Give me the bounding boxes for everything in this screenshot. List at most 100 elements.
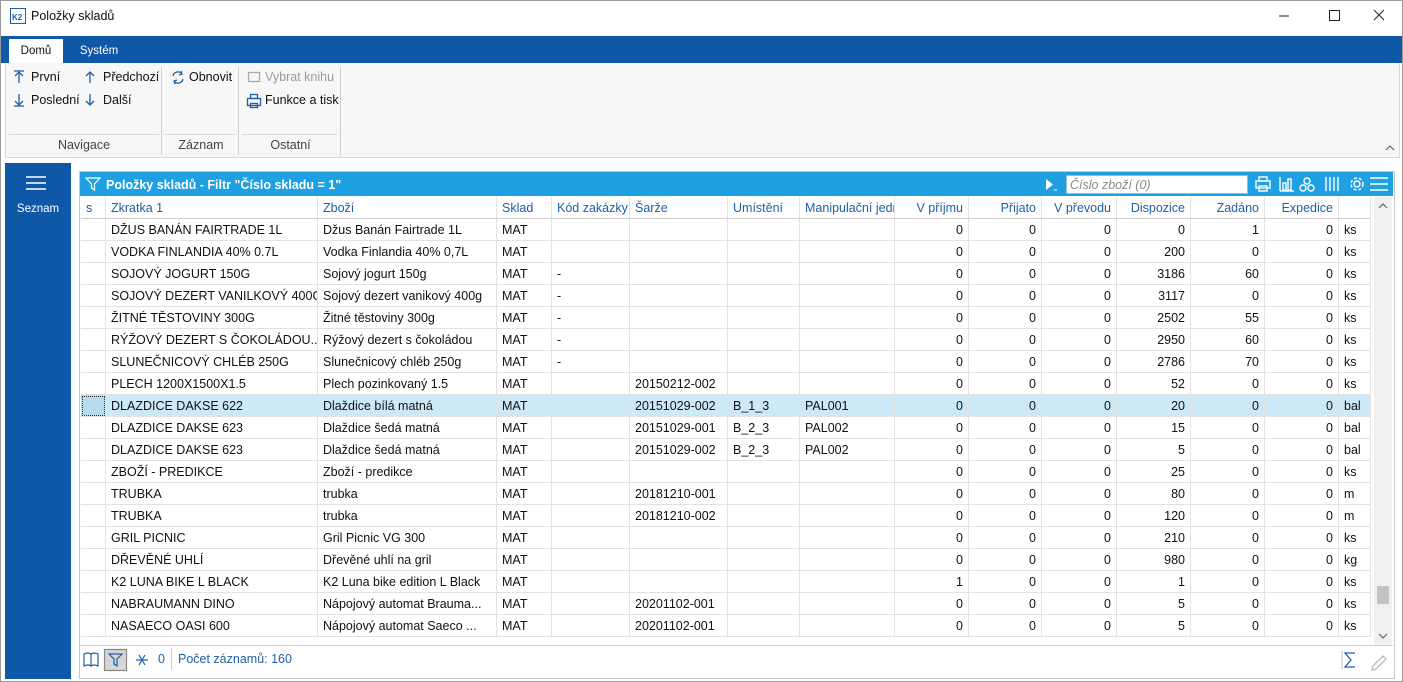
table-cell: ks [1339, 241, 1371, 263]
menu-icon[interactable] [25, 174, 47, 192]
app-icon: K2 [10, 8, 26, 24]
table-cell: 0 [969, 527, 1042, 549]
ribbon-button[interactable]: První [31, 70, 61, 84]
table-cell: B_1_3 [728, 395, 800, 417]
ribbon-button[interactable]: Funkce a tisk [265, 93, 339, 107]
table-cell: 0 [1265, 615, 1339, 637]
table-cell: 20201102-001 [630, 615, 728, 637]
table-cell [728, 527, 800, 549]
ribbon-collapse[interactable] [1384, 143, 1396, 153]
table-cell [728, 593, 800, 615]
table-cell: ks [1339, 329, 1371, 351]
table-cell: 0 [895, 263, 969, 285]
table-cell: 0 [1042, 219, 1117, 241]
table-cell: 0 [895, 351, 969, 373]
panel-toolbar[interactable] [1253, 174, 1393, 194]
table-cell: 0 [1191, 439, 1265, 461]
table-cell [800, 483, 895, 505]
table-cell: Zboží - predikce [318, 461, 497, 483]
table-cell: DŽUS BANÁN FAIRTRADE 1L [106, 219, 318, 241]
table-cell: 0 [895, 219, 969, 241]
table-cell: MAT [497, 549, 552, 571]
table-cell [552, 241, 630, 263]
table-cell [630, 241, 728, 263]
row-selector [81, 571, 106, 593]
window-controls[interactable] [1273, 6, 1393, 26]
sidebar-item[interactable]: Seznam [16, 203, 60, 215]
table-cell: MAT [497, 241, 552, 263]
table-cell: 5 [1117, 593, 1191, 615]
table-cell: TRUBKA [106, 483, 318, 505]
table-cell: DLAZDICE DAKSE 622 [106, 395, 318, 417]
footer-tools[interactable] [1341, 649, 1391, 671]
table-cell [728, 505, 800, 527]
group-label: Navigace [57, 138, 111, 152]
ribbon-icons [14, 70, 262, 109]
table-cell: 55 [1191, 307, 1265, 329]
table-cell: Sojový jogurt 150g [318, 263, 497, 285]
table-cell: K2 Luna bike edition L Black [318, 571, 497, 593]
column-header: Zkratka 1 [106, 197, 318, 219]
table-cell [552, 483, 630, 505]
table-cell: DLAZDICE DAKSE 623 [106, 417, 318, 439]
selected-row [81, 395, 1371, 417]
table-cell: MAT [497, 263, 552, 285]
table-cell: 0 [1265, 285, 1339, 307]
table-cell [728, 571, 800, 593]
table-cell [800, 461, 895, 483]
row-selector [81, 285, 106, 307]
table-cell [800, 241, 895, 263]
table-cell: m [1339, 483, 1371, 505]
table-cell: 20181210-002 [630, 505, 728, 527]
row-selector [81, 395, 106, 417]
table-cell [728, 219, 800, 241]
table-cell: ZBOŽÍ - PREDIKCE [106, 461, 318, 483]
ribbon-button[interactable]: Předchozí [103, 70, 160, 84]
table-cell [728, 241, 800, 263]
table-cell: 210 [1117, 527, 1191, 549]
ribbon-button[interactable]: Obnovit [189, 70, 233, 84]
ribbon-tab[interactable]: Domů [9, 39, 63, 63]
table-cell: ks [1339, 285, 1371, 307]
table-cell: 70 [1191, 351, 1265, 373]
expand-icon[interactable] [1041, 176, 1061, 193]
table-cell: 0 [1265, 527, 1339, 549]
table-cell: 0 [895, 241, 969, 263]
scrollbar[interactable] [1374, 197, 1392, 645]
filter-count: 0 [158, 652, 165, 666]
table-cell: 0 [1191, 373, 1265, 395]
table-cell [552, 571, 630, 593]
table-cell [552, 417, 630, 439]
panel-title: Položky skladů - Filtr "Číslo skladu = 1… [106, 178, 342, 192]
footer-icons[interactable] [81, 648, 171, 672]
table-cell: Plech pozinkovaný 1.5 [318, 373, 497, 395]
row-selector [81, 615, 106, 637]
column-header: Zboží [318, 197, 497, 219]
row-selector [81, 461, 106, 483]
table-cell: 0 [895, 329, 969, 351]
table-cell [728, 329, 800, 351]
scroll-thumb[interactable] [1377, 586, 1389, 604]
table-cell: NABRAUMANN DINO [106, 593, 318, 615]
table-cell: - [552, 285, 630, 307]
table-cell: Žitné těstoviny 300g [318, 307, 497, 329]
table-cell: PLECH 1200X1500X1.5 [106, 373, 318, 395]
table-cell: 0 [1265, 571, 1339, 593]
table-cell: ks [1339, 461, 1371, 483]
ribbon-tab[interactable]: Systém [79, 45, 119, 57]
table-cell [800, 549, 895, 571]
table-cell: 0 [1042, 351, 1117, 373]
search-box[interactable]: Číslo zboží (0) [1066, 175, 1248, 194]
group-rule [165, 134, 235, 135]
table-cell [800, 307, 895, 329]
table-cell: 0 [969, 285, 1042, 307]
ribbon-button[interactable]: Další [103, 93, 132, 107]
table-cell [728, 373, 800, 395]
table-cell: 0 [1042, 395, 1117, 417]
ribbon-button[interactable]: Poslední [31, 93, 80, 107]
table-cell: 0 [895, 461, 969, 483]
table-cell [552, 439, 630, 461]
table-cell: 980 [1117, 549, 1191, 571]
ribbon-button: Vybrat knihu [265, 70, 335, 84]
table-cell: 0 [1042, 483, 1117, 505]
